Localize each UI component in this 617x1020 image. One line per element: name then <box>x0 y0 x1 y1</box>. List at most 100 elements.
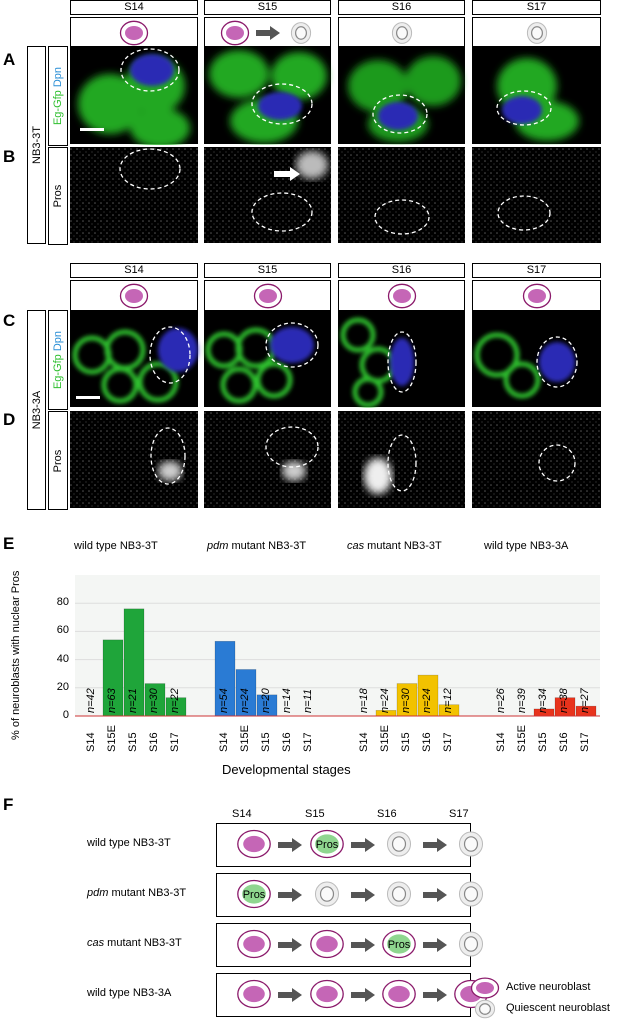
n-label: n=27 <box>579 688 591 713</box>
stage-header: S14 <box>70 263 198 278</box>
active-neuroblast-icon <box>310 929 344 959</box>
n-label: n=22 <box>169 688 181 713</box>
micrograph-b-s16 <box>338 147 465 243</box>
channel-label-box-a: Eg-Gfp Dpn <box>48 46 68 146</box>
pros-neuroblast-icon: Pros <box>237 879 271 909</box>
row-b-micrographs <box>70 147 601 243</box>
n-label: n=34 <box>537 688 549 713</box>
stage-icon-box <box>70 280 198 312</box>
channel-label-b: Pros <box>52 184 64 208</box>
row-label-box-nb33a: NB3-3A <box>27 310 46 510</box>
arrow-icon <box>423 938 447 952</box>
arrow-icon <box>423 888 447 902</box>
quiescent-neuroblast-icon <box>314 881 340 907</box>
active-neuroblast-icon <box>470 977 500 999</box>
row-label-box-nb33t: NB3-3T <box>27 46 46 244</box>
row-label-nb33a: NB3-3A <box>30 390 43 430</box>
pros-label: Pros <box>316 839 339 851</box>
pros-neuroblast-icon: Pros <box>310 829 344 859</box>
channel-label-box-c: Eg-Gfp Dpn <box>48 310 68 410</box>
stage-icon-box <box>472 17 601 49</box>
schematic-stage-label: S14 <box>232 808 252 820</box>
pros-label: Pros <box>388 939 411 951</box>
stage-icon-box <box>472 280 601 312</box>
panel-label-d: D <box>3 410 16 429</box>
group-title: wild type NB3-3A <box>484 540 569 552</box>
x-tick-label: S15E <box>106 725 118 752</box>
pros-neuroblast-icon: Pros <box>382 929 416 959</box>
active-neuroblast-icon <box>237 929 271 959</box>
panel-label-b: B <box>3 147 16 166</box>
panel-label-e: E <box>3 534 15 553</box>
panel-label-a: A <box>3 50 16 69</box>
x-tick-label: S16 <box>421 732 433 752</box>
arrow-icon <box>278 988 302 1002</box>
n-label: n=18 <box>358 688 370 713</box>
arrow-icon <box>255 26 280 40</box>
n-label: n=14 <box>281 688 293 713</box>
arrow-icon <box>278 938 302 952</box>
x-tick-label: S16 <box>558 732 570 752</box>
channel-label-c: Eg-Gfp Dpn <box>52 330 64 390</box>
active-neuroblast-icon <box>237 829 271 859</box>
group-title: pdm mutant NB3-3T <box>207 540 307 552</box>
n-label: n=21 <box>127 688 139 713</box>
x-tick-label: S17 <box>579 732 591 752</box>
n-label: n=42 <box>85 688 97 713</box>
quiescent-neuroblast-icon <box>458 931 484 957</box>
y-tick-label: 40 <box>56 652 69 665</box>
active-neuroblast-icon <box>387 283 416 309</box>
x-tick-label: S17 <box>169 732 181 752</box>
x-tick-label: S14 <box>358 732 370 752</box>
quiescent-neuroblast-icon <box>386 881 412 907</box>
micrograph-b-s14 <box>70 147 198 243</box>
channel-label-d: Pros <box>52 449 64 472</box>
quiescent-neuroblast-icon <box>458 881 484 907</box>
n-label: n=39 <box>516 688 528 713</box>
row-a-micrographs <box>70 46 601 145</box>
panel-label-f: F <box>3 795 14 814</box>
x-axis-label: Developmental stages <box>222 762 351 777</box>
stage-header: S17 <box>472 263 601 278</box>
arrow-icon <box>351 988 375 1002</box>
active-neuroblast-icon <box>237 979 271 1009</box>
y-tick-label: 20 <box>56 680 69 693</box>
active-neuroblast-icon <box>253 283 282 309</box>
n-label: n=24 <box>239 688 251 713</box>
n-label: n=11 <box>302 689 314 713</box>
legend-quiescent-label: Quiescent neuroblast <box>506 1002 610 1014</box>
micrograph-c-s14 <box>70 310 198 407</box>
x-tick-label: S16 <box>148 732 160 752</box>
x-tick-label: S14 <box>495 732 507 752</box>
n-label: n=24 <box>421 688 433 713</box>
scale-bar <box>80 128 104 131</box>
stage-header: S16 <box>338 0 465 15</box>
arrow-icon <box>351 888 375 902</box>
stage-header: S16 <box>338 263 465 278</box>
x-tick-label: S15 <box>127 732 139 752</box>
stage-icon-box <box>338 17 465 49</box>
micrograph-c-s15 <box>204 310 331 407</box>
x-tick-label: S15E <box>239 725 251 752</box>
quiescent-neuroblast-icon <box>458 831 484 857</box>
x-tick-label: S14 <box>85 732 97 752</box>
micrograph-c-s17 <box>472 310 601 407</box>
stage-icon-box <box>70 17 198 49</box>
n-label: n=30 <box>400 688 412 713</box>
active-neuroblast-icon <box>382 979 416 1009</box>
stage-header: S14 <box>70 0 198 15</box>
micrograph-d-s16 <box>338 411 465 508</box>
quiescent-neuroblast-icon <box>526 22 547 44</box>
channel-label-a: Eg-Gfp Dpn <box>52 66 64 126</box>
n-label: n=24 <box>379 688 391 713</box>
active-neuroblast-icon <box>310 979 344 1009</box>
n-label: n=38 <box>558 688 570 713</box>
schematic-stage-label: S15 <box>305 808 325 820</box>
arrow-icon <box>274 167 300 181</box>
quiescent-neuroblast-icon <box>386 831 412 857</box>
schematic-row-label: cas mutant NB3-3T <box>87 937 182 949</box>
group-title: wild type NB3-3T <box>74 540 158 552</box>
arrow-icon <box>351 838 375 852</box>
micrograph-a-s14 <box>70 46 198 145</box>
x-tick-label: S14 <box>218 732 230 752</box>
